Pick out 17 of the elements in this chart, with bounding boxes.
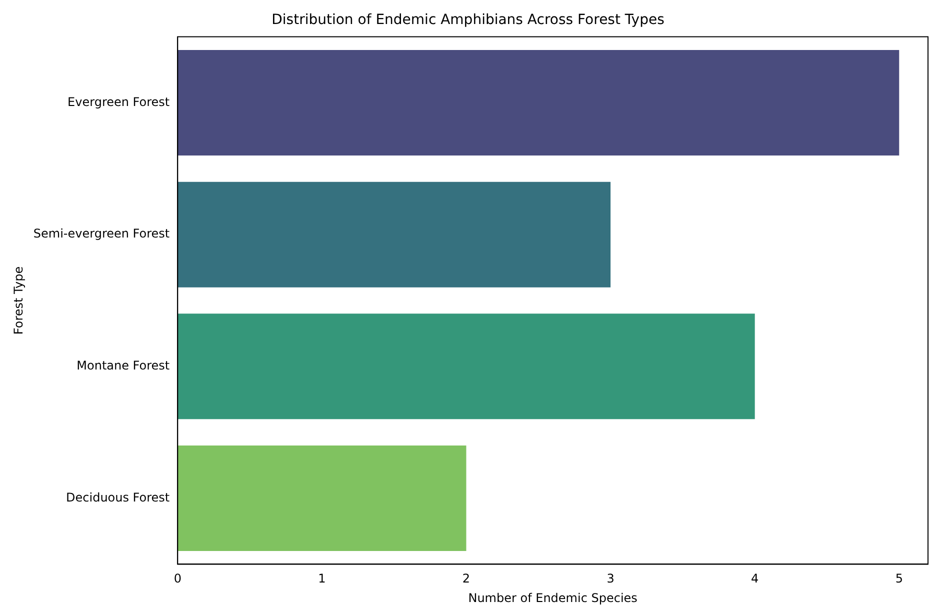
x-tick-label: 5 xyxy=(895,572,903,586)
y-axis-title: Forest Type xyxy=(11,266,26,335)
bar xyxy=(178,314,755,420)
bar xyxy=(178,50,900,156)
chart-title: Distribution of Endemic Amphibians Across Forest Types xyxy=(272,12,664,28)
x-tick-label: 2 xyxy=(462,572,470,586)
x-tick-label: 4 xyxy=(751,572,759,586)
y-tick-label: Semi-evergreen Forest xyxy=(33,226,170,241)
y-tick-label: Evergreen Forest xyxy=(68,94,170,109)
y-tick-label: Montane Forest xyxy=(76,358,170,373)
x-tick-label: 1 xyxy=(318,572,326,586)
x-axis-title: Number of Endemic Species xyxy=(468,590,638,605)
y-tick-label: Deciduous Forest xyxy=(66,490,170,504)
bar xyxy=(178,446,466,552)
bar xyxy=(178,182,611,288)
x-tick-label: 0 xyxy=(174,572,182,586)
x-tick-label: 3 xyxy=(606,572,614,586)
